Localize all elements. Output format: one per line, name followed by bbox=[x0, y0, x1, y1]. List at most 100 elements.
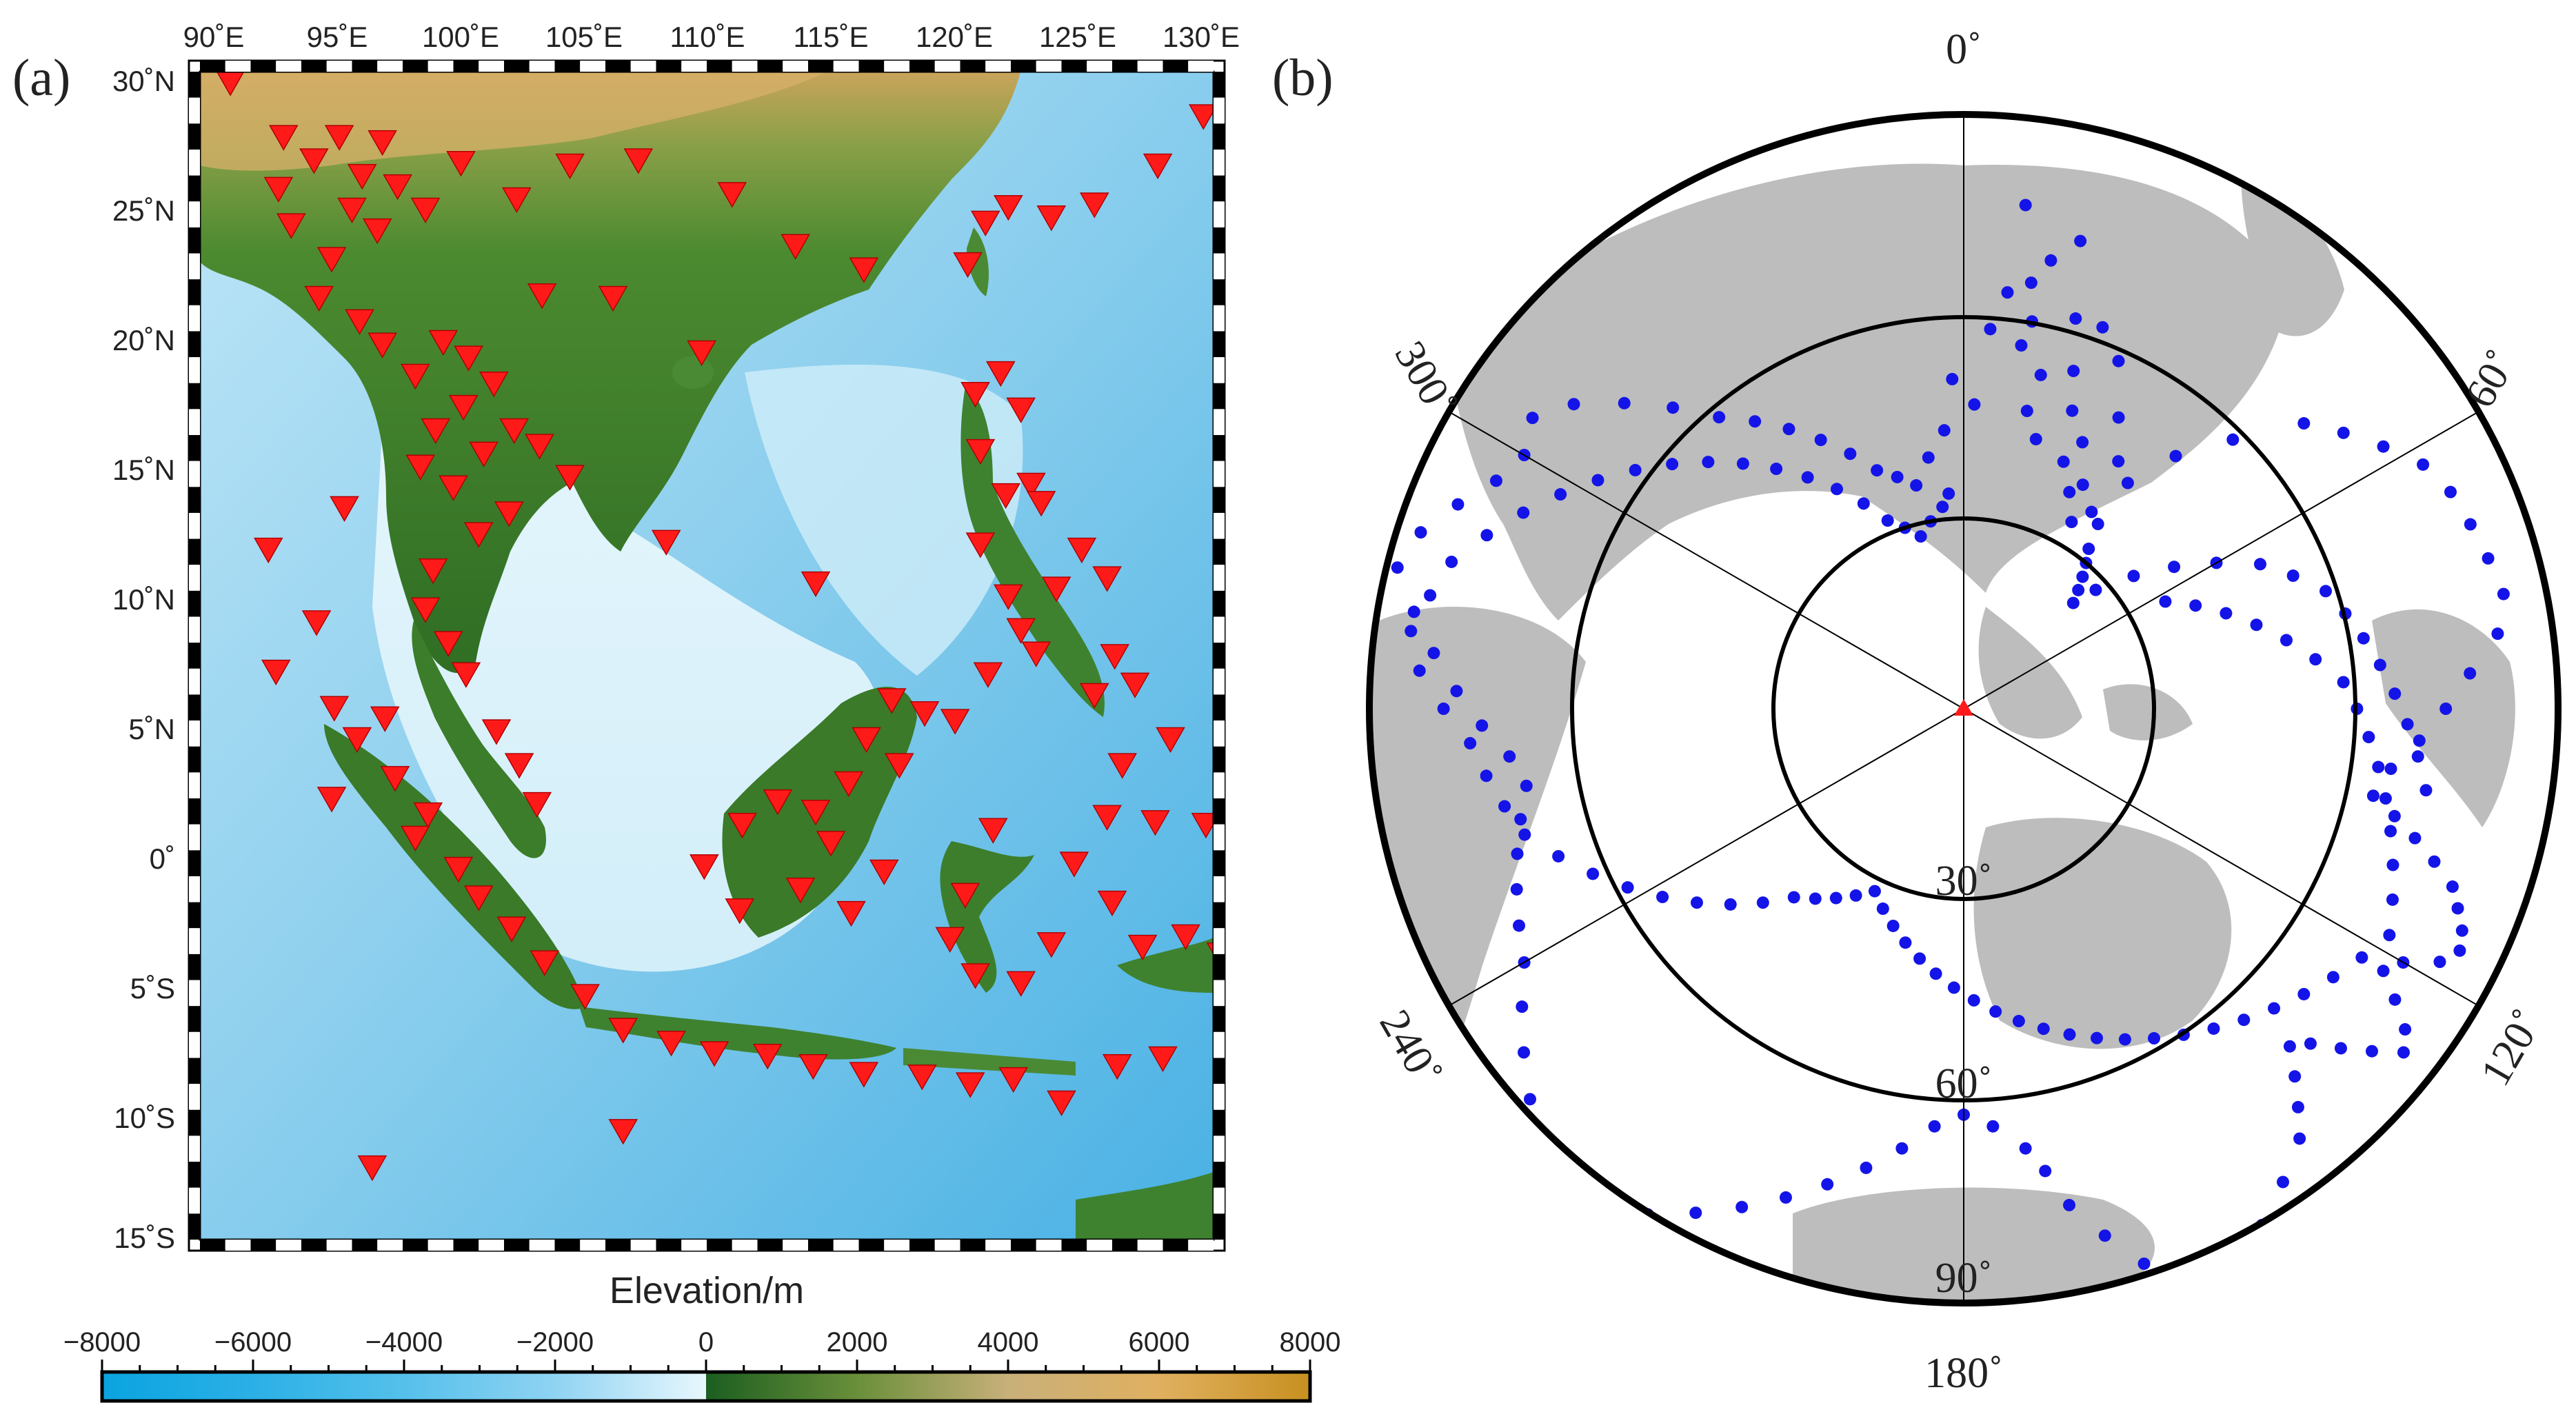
station-marker bbox=[433, 631, 463, 657]
frame-checker bbox=[1087, 1240, 1112, 1251]
event-dot bbox=[2455, 924, 2468, 937]
antarctica bbox=[1793, 1187, 2155, 1303]
lat-label: 15˚S bbox=[114, 1222, 175, 1254]
colorbar bbox=[100, 1370, 1312, 1403]
event-dot bbox=[2411, 750, 2424, 763]
event-dot bbox=[1534, 1140, 1547, 1153]
station-marker bbox=[1143, 153, 1173, 180]
distance-label: 60˚ bbox=[1935, 1060, 1993, 1107]
colorbar-tick: 8000 bbox=[1280, 1327, 1341, 1358]
event-dot bbox=[1424, 589, 1437, 602]
station-marker bbox=[1036, 932, 1067, 958]
event-dot bbox=[1407, 605, 1420, 618]
event-dot bbox=[1895, 1142, 1909, 1155]
frame-checker bbox=[189, 694, 200, 721]
frame-checker bbox=[808, 1240, 834, 1251]
station-marker bbox=[991, 483, 1020, 509]
event-dot bbox=[2148, 1032, 2160, 1045]
event-dot bbox=[1667, 401, 1680, 414]
station-marker bbox=[1079, 683, 1109, 709]
frame-checker bbox=[833, 61, 859, 72]
event-dot bbox=[2334, 1042, 2347, 1055]
frame-checker bbox=[189, 383, 200, 410]
event-dot bbox=[1621, 881, 1634, 894]
frame-checker bbox=[1214, 694, 1225, 721]
station-marker bbox=[994, 584, 1023, 610]
station-marker bbox=[1140, 810, 1170, 836]
station-marker bbox=[1067, 537, 1097, 564]
event-dot bbox=[1513, 919, 1526, 932]
frame-checker bbox=[757, 1240, 783, 1251]
event-dot bbox=[2337, 426, 2350, 439]
event-dot bbox=[1413, 664, 1426, 677]
event-dot bbox=[1514, 813, 1527, 826]
event-dot bbox=[2121, 476, 2134, 490]
frame-checker bbox=[326, 1240, 352, 1251]
frame-checker bbox=[189, 590, 200, 617]
station-marker bbox=[324, 125, 354, 151]
event-dot bbox=[2098, 1229, 2111, 1242]
event-dot bbox=[2019, 1142, 2032, 1155]
event-dot bbox=[2089, 583, 2102, 596]
event-dot bbox=[2237, 1013, 2251, 1027]
event-dot bbox=[2293, 1132, 2306, 1145]
frame-checker bbox=[858, 61, 885, 72]
lon-label: 100˚E bbox=[422, 21, 499, 53]
event-dot bbox=[1989, 1005, 2002, 1018]
event-dot bbox=[2169, 450, 2182, 463]
station-marker bbox=[1127, 934, 1158, 961]
event-dot bbox=[1480, 769, 1493, 783]
event-dot bbox=[1928, 1120, 1941, 1133]
event-dot bbox=[1520, 779, 1533, 792]
station-marker bbox=[268, 125, 299, 151]
south-china-sea-shallow bbox=[745, 364, 1023, 676]
event-dot bbox=[2063, 1028, 2076, 1041]
new-guinea bbox=[1117, 938, 1214, 993]
station-marker bbox=[1092, 566, 1122, 592]
event-dot bbox=[2112, 354, 2125, 367]
station-marker bbox=[301, 610, 332, 636]
event-dot bbox=[2076, 436, 2089, 449]
event-dot bbox=[2383, 929, 2396, 942]
station-marker bbox=[504, 753, 534, 779]
station-marker bbox=[555, 153, 585, 180]
event-dot bbox=[1666, 458, 1679, 471]
event-dot bbox=[2066, 596, 2080, 609]
station-marker bbox=[463, 522, 494, 548]
event-dot bbox=[1518, 828, 1531, 841]
station-marker bbox=[410, 597, 441, 623]
event-dot bbox=[2168, 561, 2181, 574]
frame-checker bbox=[225, 1240, 251, 1251]
lon-label: 120˚E bbox=[916, 21, 993, 53]
frame-checker bbox=[189, 201, 200, 228]
lesser-sunda bbox=[903, 1048, 1076, 1076]
colorbar-tick: 6000 bbox=[1129, 1327, 1190, 1358]
station-marker bbox=[965, 532, 996, 558]
event-dot bbox=[2444, 485, 2457, 498]
station-marker bbox=[781, 234, 810, 260]
frame-checker bbox=[1214, 253, 1225, 280]
event-dot bbox=[2207, 1022, 2220, 1035]
station-marker bbox=[608, 1119, 638, 1145]
azimuth-label: 180˚ bbox=[1924, 1350, 2003, 1397]
station-marker bbox=[725, 898, 755, 925]
event-dot bbox=[2464, 518, 2477, 531]
event-dot bbox=[2413, 734, 2426, 747]
station-marker bbox=[1100, 644, 1129, 670]
event-dot bbox=[1829, 891, 1842, 905]
frame-checker bbox=[189, 616, 200, 643]
event-dot bbox=[1405, 625, 1418, 638]
event-dot bbox=[2377, 965, 2390, 978]
station-marker bbox=[849, 257, 879, 283]
event-dot bbox=[2326, 971, 2339, 984]
station-marker bbox=[955, 1072, 985, 1098]
station-marker bbox=[717, 182, 747, 208]
station-marker bbox=[261, 659, 291, 686]
frame-checker bbox=[1163, 1240, 1189, 1251]
station-marker bbox=[690, 854, 719, 880]
frame-checker bbox=[656, 61, 682, 72]
frame-checker bbox=[732, 61, 758, 72]
frame-checker bbox=[630, 61, 656, 72]
frame-checker bbox=[189, 746, 200, 773]
event-dot bbox=[2401, 718, 2414, 731]
